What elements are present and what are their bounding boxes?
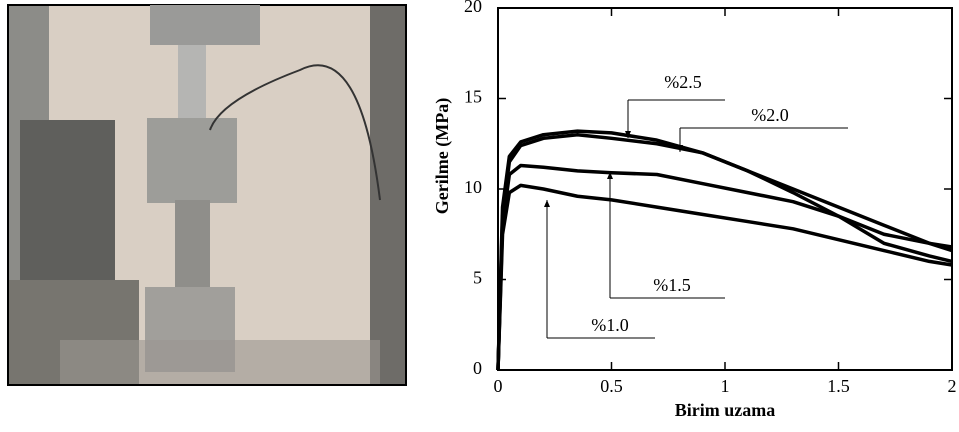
series-line — [496, 163, 953, 371]
series-label: %2.5 — [664, 72, 702, 92]
photo-grip-top — [147, 118, 237, 203]
photo-cable — [209, 64, 381, 201]
series-label: %1.0 — [591, 315, 629, 335]
y-tick-label: 10 — [464, 177, 482, 197]
leader-arrow — [677, 145, 683, 152]
series-label: %1.5 — [653, 275, 691, 295]
leader-arrow — [625, 131, 631, 138]
series-label: %2.0 — [751, 105, 789, 125]
photo-head — [150, 5, 260, 45]
photo — [7, 4, 407, 386]
y-tick-label: 20 — [464, 0, 482, 16]
x-tick-label: 1.5 — [827, 376, 850, 396]
photo-fixture — [20, 120, 115, 280]
x-axis-label: Birim uzama — [675, 400, 776, 420]
y-tick-label: 15 — [464, 87, 482, 107]
x-tick-label: 2 — [948, 376, 957, 396]
x-tick-label: 0.5 — [600, 376, 623, 396]
y-axis-label: Gerilme (MPa) — [432, 98, 453, 214]
series-line — [496, 129, 953, 371]
photo-specimen — [175, 200, 210, 290]
leader-arrow — [544, 200, 550, 207]
x-tick-label: 1 — [721, 376, 730, 396]
series-line — [496, 183, 953, 371]
x-tick-label: 0 — [494, 376, 503, 396]
photo-rod — [178, 45, 206, 120]
y-tick-label: 5 — [473, 268, 482, 288]
series-line — [496, 132, 953, 371]
leader-arrow — [607, 172, 613, 179]
y-tick-label: 0 — [473, 358, 482, 378]
photo-floor — [60, 340, 380, 384]
photo-column — [370, 6, 405, 384]
